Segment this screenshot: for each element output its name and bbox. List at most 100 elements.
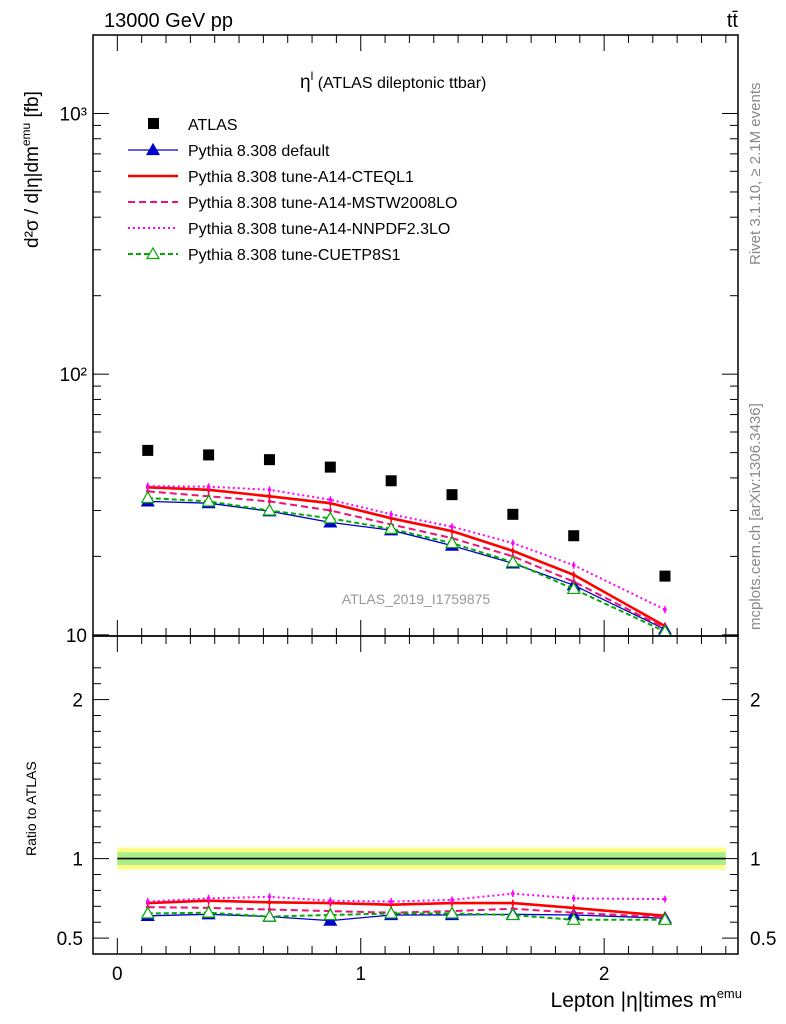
mc-marker <box>511 541 515 545</box>
mc-marker <box>267 494 272 499</box>
mc-marker <box>663 607 667 612</box>
main-ylabel: d²σ / d|η|dmemu [fb] <box>19 91 43 248</box>
mc-marker <box>145 484 150 488</box>
ratio-marker <box>571 896 576 901</box>
legend-label: Pythia 8.308 default <box>188 143 330 160</box>
ratio-plot-series <box>140 890 673 926</box>
atlas-data-point <box>324 461 336 473</box>
ratio-series <box>140 905 673 925</box>
atlas-data-point <box>507 508 519 520</box>
atlas-data-point <box>263 454 275 466</box>
ratio-marker <box>201 905 216 918</box>
ratio-marker <box>663 897 667 901</box>
ratio-marker <box>323 907 338 921</box>
x-tick-label: 2 <box>599 964 610 985</box>
main-plot-series <box>140 444 673 637</box>
mc-marker <box>389 516 393 521</box>
y-tick-label: 10 <box>66 626 87 647</box>
legend-label: Pythia 8.308 tune-A14-NNPDF2.3LO <box>188 221 450 238</box>
mc-marker <box>571 579 576 584</box>
ratio-marker <box>511 891 515 896</box>
atlas-data-point <box>203 449 215 461</box>
ratio-y-tick-label-right: 2 <box>750 691 761 712</box>
mc-series <box>145 482 667 614</box>
ratio-marker <box>145 899 150 904</box>
x-tick-label: 0 <box>112 964 123 985</box>
ratio-marker <box>206 896 211 901</box>
ratio-marker <box>384 906 399 919</box>
mcplots-reference: mcplots.cern.ch [arXiv:1306.3436] <box>747 403 764 630</box>
analysis-watermark: ATLAS_2019_I1759875 <box>342 591 491 607</box>
x-axis-label: Lepton |η|times memu <box>551 986 742 1012</box>
legend-entry: Pythia 8.308 default <box>128 142 330 160</box>
mc-marker <box>201 494 216 507</box>
atlas-data-point <box>446 489 458 501</box>
legend-label: Pythia 8.308 tune-A14-CTEQL1 <box>188 169 414 186</box>
ratio-y-tick-label: 0.5 <box>57 929 83 950</box>
ratio-marker <box>140 906 155 919</box>
mc-marker <box>511 549 515 553</box>
ratio-marker <box>571 906 576 910</box>
ratio-marker <box>657 912 673 925</box>
legend-marker <box>145 246 161 260</box>
y-tick-label: 10² <box>60 365 87 386</box>
legend-entry: Pythia 8.308 tune-A14-CTEQL1 <box>128 169 414 186</box>
legend-marker <box>145 142 161 156</box>
legend-label: ATLAS <box>188 117 238 134</box>
tick-labels: 0 1 2 10 10² 10³ 0.5 0.5 1 1 2 2 <box>57 104 777 985</box>
mc-marker <box>450 524 454 529</box>
mc-marker <box>140 490 155 504</box>
mc-marker <box>262 503 277 516</box>
atlas-series <box>142 444 671 582</box>
mc-marker <box>571 572 576 577</box>
ratio-y-tick-label-right: 1 <box>750 850 761 871</box>
atlas-data-point <box>568 530 580 542</box>
mc-marker <box>505 554 520 568</box>
ratio-marker <box>267 894 272 899</box>
legend-entry: ATLAS <box>148 117 238 134</box>
ratio-plot-frame <box>92 635 739 955</box>
reference-band <box>117 847 726 870</box>
mc-marker <box>384 521 399 534</box>
mc-line <box>147 497 666 633</box>
mc-marker <box>328 508 333 513</box>
mc-series <box>140 490 673 637</box>
legend-entry: Pythia 8.308 tune-A14-MSTW2008LO <box>128 195 457 212</box>
mc-marker <box>267 499 272 504</box>
atlas-data-point <box>385 475 397 487</box>
ratio-y-tick-label-right: 0.5 <box>750 929 776 950</box>
legend-marker <box>148 118 159 129</box>
mc-marker <box>267 488 272 492</box>
legend-entry: Pythia 8.308 tune-A14-NNPDF2.3LO <box>128 221 450 238</box>
legend-entry: Pythia 8.308 tune-CUETP8S1 <box>128 246 401 264</box>
mc-marker <box>323 511 338 524</box>
ratio-y-tick-label: 1 <box>72 850 83 871</box>
ratio-marker <box>328 898 333 903</box>
mc-marker <box>450 529 454 533</box>
x-tick-label: 1 <box>355 964 366 985</box>
ratio-marker <box>262 909 277 922</box>
axis-ticks <box>92 34 738 954</box>
legend: ATLAS Pythia 8.308 default Pythia 8.308 tu… <box>128 117 457 264</box>
mc-marker <box>328 497 333 502</box>
ratio-marker <box>566 912 581 925</box>
atlas-data-point <box>142 444 154 456</box>
ratio-marker <box>389 899 393 904</box>
legend-label: Pythia 8.308 tune-A14-MSTW2008LO <box>188 195 457 212</box>
atlas-data-point <box>659 570 671 582</box>
header-process: tt̄ <box>727 10 739 32</box>
mc-marker <box>206 484 211 489</box>
ratio-marker <box>267 900 272 905</box>
ratio-marker <box>450 898 454 902</box>
legend-label: Pythia 8.308 tune-CUETP8S1 <box>188 247 401 264</box>
mc-marker <box>444 535 460 549</box>
mc-marker <box>571 563 576 568</box>
mc-marker <box>566 581 581 595</box>
ratio-marker <box>511 901 515 905</box>
ratio-y-tick-label: 2 <box>72 691 83 712</box>
rivet-version: Rivet 3.1.10, ≥ 2.1M events <box>747 83 764 266</box>
ratio-line <box>147 892 666 903</box>
mc-marker <box>389 512 393 517</box>
header-energy: 13000 GeV pp <box>104 10 233 32</box>
